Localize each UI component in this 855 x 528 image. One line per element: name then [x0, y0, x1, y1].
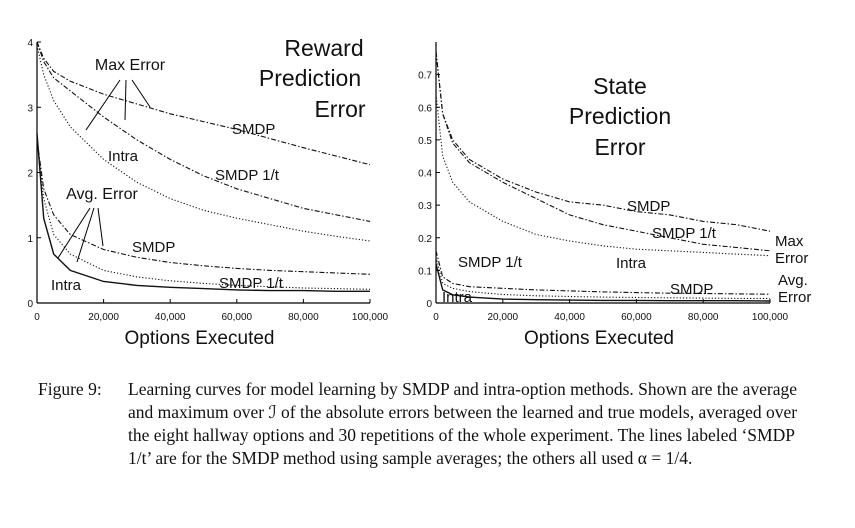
- state-title-line: State: [593, 73, 647, 99]
- reward-x-tick-label: 100,000: [352, 312, 389, 323]
- reward-annotation-pointer: [85, 79, 121, 131]
- state-x-tick-label: 100,000: [752, 312, 789, 323]
- state-title-line: Prediction: [569, 103, 671, 129]
- state-annotation-intra-max: Intra: [616, 255, 647, 272]
- reward-y-tick-label: 0: [27, 299, 33, 310]
- reward-series-avg-errorsmdp-1-t: [36, 139, 371, 290]
- reward-annotation-smdp-avg: SMDP: [132, 239, 175, 256]
- reward-annotation-pointer: [131, 79, 151, 108]
- state-series-avg-errorintra: [435, 263, 771, 302]
- state-annotation-smdp1t-avg: SMDP 1/t: [458, 254, 523, 271]
- reward-title-line: Reward: [284, 35, 363, 61]
- state-max-error-label: Error: [775, 250, 808, 267]
- state-avg-error-label: Avg.: [778, 272, 808, 289]
- state-y-tick-label: 0.3: [418, 201, 432, 212]
- reward-annotation-smdp-max: SMDP: [232, 121, 275, 138]
- state-annotation-intra-avg: Intra: [442, 289, 473, 306]
- reward-annotation-intra-avg: Intra: [51, 277, 82, 294]
- state-max-error-label: Max: [775, 233, 804, 250]
- reward-y-tick-label: 1: [27, 234, 33, 245]
- state-annotation-smdp-max: SMDP: [627, 198, 670, 215]
- reward-x-tick-label: 60,000: [222, 312, 253, 323]
- state-y-tick-label: 0.5: [418, 136, 432, 147]
- state-series-max-errorsmdp: [435, 51, 771, 232]
- reward-y-tick-label: 4: [27, 38, 33, 49]
- caption-text: Learning curves for model learning by SM…: [128, 379, 798, 468]
- reward-annotation-intra-max: Intra: [108, 148, 139, 165]
- state-y-tick-label: 0.1: [418, 266, 432, 277]
- reward-x-tick-label: 20,000: [88, 312, 119, 323]
- state-series-max-errorsmdp-1-t: [435, 51, 771, 252]
- state-y-tick-label: 0.7: [418, 71, 432, 82]
- state-y-tick-label: 0: [426, 299, 432, 310]
- state-series-avg-errorsmdp: [435, 250, 771, 295]
- reward-series-max-errorintra: [36, 45, 371, 242]
- reward-x-tick-label: 40,000: [155, 312, 186, 323]
- reward-annotation-pointer: [124, 79, 127, 121]
- state-x-tick-label: 60,000: [621, 312, 652, 323]
- state-annotation-smdp1t-max: SMDP 1/t: [652, 225, 717, 242]
- state-series-max-errorintra: [435, 94, 771, 257]
- state-y-tick-label: 0.2: [418, 234, 432, 245]
- reward-annotation-pointer: [76, 207, 95, 263]
- reward-series-max-errorsmdp-1-t: [36, 41, 371, 222]
- reward-y-tick-label: 2: [27, 169, 33, 180]
- state-series-avg-errorsmdp-1-t: [435, 257, 770, 299]
- reward-annotation-smdp1t-max: SMDP 1/t: [215, 167, 280, 184]
- reward-series-max-errorsmdp: [36, 41, 371, 166]
- figure-caption: Figure 9: Learning curves for model lear…: [38, 378, 818, 470]
- state-annotation-smdp-avg: SMDP: [670, 281, 713, 298]
- state-y-tick-label: 0.6: [418, 103, 432, 114]
- reward-title-line: Error: [314, 96, 365, 122]
- reward-annotation-avg-error: Avg. Error: [66, 186, 138, 203]
- state-x-tick-label: 0: [433, 312, 439, 323]
- reward-annotation-max-error: Max Error: [95, 57, 166, 74]
- state-y-tick-label: 0.4: [418, 169, 432, 180]
- reward-y-tick-label: 3: [27, 103, 33, 114]
- state-title-line: Error: [594, 134, 645, 160]
- state-x-tick-label: 20,000: [488, 312, 519, 323]
- reward-x-tick-label: 0: [34, 312, 40, 323]
- reward-annotation-smdp1t-avg: SMDP 1/t: [219, 275, 284, 292]
- reward-series-avg-errorintra: [36, 133, 370, 292]
- state-x-tick-label: 40,000: [554, 312, 585, 323]
- reward-x-axis-label: Options Executed: [125, 328, 275, 349]
- reward-title-line: Prediction: [259, 65, 361, 91]
- state-x-axis-label: Options Executed: [524, 328, 674, 349]
- state-x-tick-label: 80,000: [688, 312, 719, 323]
- reward-annotation-pointer: [97, 207, 104, 247]
- reward-x-tick-label: 80,000: [288, 312, 319, 323]
- caption-number: Figure 9:: [38, 379, 102, 399]
- reward-series-avg-errorsmdp: [36, 139, 371, 275]
- state-avg-error-label: Error: [778, 289, 811, 306]
- reward-annotation-pointer: [57, 207, 91, 259]
